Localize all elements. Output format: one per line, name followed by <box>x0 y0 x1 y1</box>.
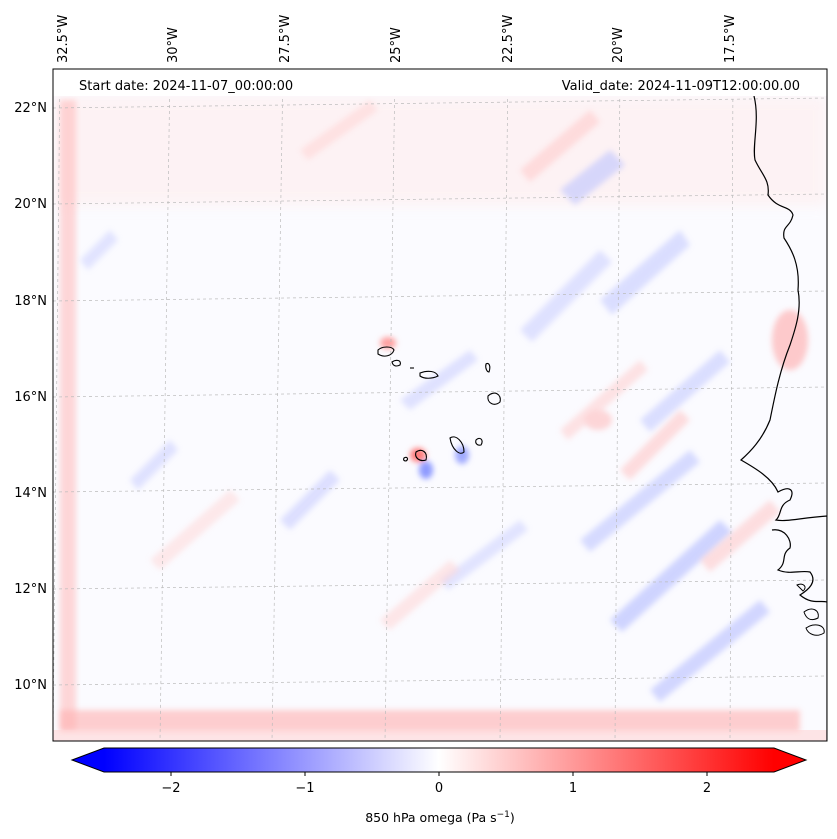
colorbar-gradient <box>104 748 774 772</box>
lon-label-30: 30°W <box>166 27 181 63</box>
gridline-lon-32-5 <box>53 69 61 741</box>
colorbar-ticklabel-neg2: −2 <box>161 781 180 796</box>
omega-positive-band <box>53 96 827 206</box>
colorbar-label-superscript: −1 <box>497 810 510 820</box>
island-sao-vicente <box>391 359 401 367</box>
lon-label-32-5: 32.5°W <box>56 15 71 63</box>
colorbar-ticklabel-neg1: −1 <box>295 781 314 796</box>
gridline-lon-22-5 <box>499 69 509 741</box>
island-sao-nicolau <box>419 370 439 379</box>
graticule <box>53 69 827 741</box>
coastline-africa <box>739 95 827 741</box>
lat-label-10: 10°N <box>14 678 47 693</box>
lat-label-20: 20°N <box>14 197 47 212</box>
colorbar-label-main: 850 hPa omega (Pa s <box>365 810 496 825</box>
colorbar-ticklabel-2: 2 <box>703 781 711 796</box>
island-brava <box>403 456 409 462</box>
gridline-lon-17-5 <box>729 69 734 741</box>
lon-label-17-5: 17.5°W <box>723 15 738 63</box>
colorbar-extend-min <box>72 748 104 772</box>
cape-verde-islands <box>377 346 501 462</box>
island-boa-vista <box>487 392 501 405</box>
island-santo-antao <box>377 346 395 357</box>
omega-island-dipole <box>380 337 469 479</box>
lon-label-20: 20°W <box>611 27 626 63</box>
island-santiago <box>449 436 465 454</box>
latitude-labels: 22°N 20°N 18°N 16°N 14°N 12°N 10°N <box>14 101 47 693</box>
coastline-bijagos-1 <box>803 608 819 621</box>
gridline-lon-20 <box>614 69 621 741</box>
lon-label-22-5: 22.5°W <box>501 15 516 63</box>
coastline-guinea-bissau <box>771 529 827 603</box>
colorbar-label: 850 hPa omega (Pa s−1) <box>365 810 515 825</box>
lat-label-22: 22°N <box>14 101 47 116</box>
island-sal <box>485 362 491 373</box>
gridline-lon-30 <box>159 69 171 741</box>
lon-label-25: 25°W <box>389 27 404 63</box>
coastline-bijagos-2 <box>805 624 825 636</box>
gridline-lon-27-5 <box>271 69 284 741</box>
colorbar-outline <box>70 747 808 773</box>
start-date-label: Start date: 2024-11-07_00:00:00 <box>79 79 293 94</box>
omega-positive-streaks <box>150 100 808 630</box>
map-panel: Start date: 2024-11-07_00:00:00 Valid_da… <box>52 68 828 742</box>
omega-negative-streaks <box>80 150 770 702</box>
lat-label-12: 12°N <box>14 582 47 597</box>
gridline-lon-25 <box>384 69 396 741</box>
map-header-band <box>53 69 827 96</box>
colorbar-label-end: ) <box>510 810 515 825</box>
colorbar-ticklabel-1: 1 <box>569 781 577 796</box>
colorbar-extend-max <box>774 748 806 772</box>
coastline-bijagos-3 <box>796 583 806 592</box>
map-frame <box>52 68 828 742</box>
island-maio <box>475 437 483 446</box>
lon-label-27-5: 27.5°W <box>278 15 293 63</box>
colorbar-ticklabel-0: 0 <box>435 781 443 796</box>
lat-label-16: 16°N <box>14 390 47 405</box>
lat-label-18: 18°N <box>14 294 47 309</box>
lat-label-14: 14°N <box>14 486 47 501</box>
omega-field <box>53 69 827 741</box>
island-fogo <box>415 449 427 462</box>
longitude-labels: 32.5°W 30°W 27.5°W 25°W 22.5°W 20°W 17.5… <box>56 15 738 63</box>
omega-boundary-bottom <box>60 710 800 732</box>
omega-boundary-left <box>60 100 76 730</box>
omega-boundary-edge <box>53 730 827 741</box>
colorbar: −2 −1 0 1 2 850 hPa omega (Pa s−1) <box>70 747 808 825</box>
valid-date-label: Valid_date: 2024-11-09T12:00:00.00 <box>562 79 800 94</box>
colorbar-ticks <box>170 772 708 776</box>
